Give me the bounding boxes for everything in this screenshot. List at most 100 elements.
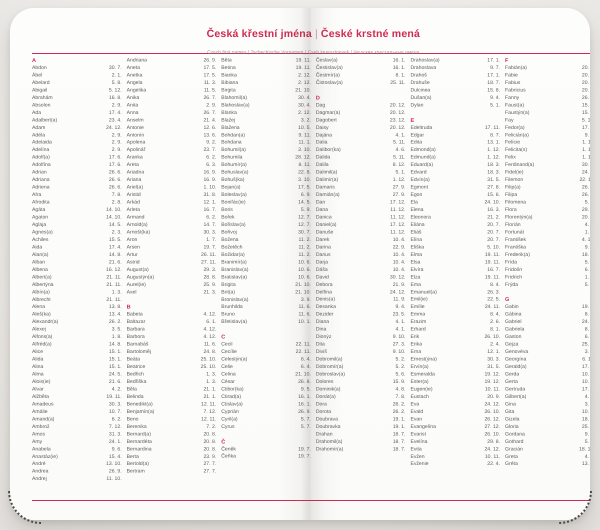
name-entry: Fridrich 1. 3. — [505, 274, 590, 281]
name-label: Aneta — [126, 64, 140, 71]
name-entry: Bedřiška 1. 3. — [127, 378, 217, 385]
name-label: Bertold(a) — [126, 461, 149, 467]
nameday-date: 14. 10. — [106, 207, 122, 213]
name-label: Gilbert(a) — [505, 393, 527, 400]
name-label: Bronislav(a) — [221, 296, 249, 303]
nameday-date: 9. 10. — [392, 334, 406, 340]
nameday-date: 3. 1. — [584, 349, 590, 355]
name-entry: Cyprián 26. 9. — [221, 408, 311, 415]
name-label: Amos — [32, 431, 46, 437]
name-label: Barnabáš — [126, 341, 149, 348]
nameday-date: 18. 12. — [579, 446, 590, 452]
nameday-date: 30. 3. — [108, 401, 122, 407]
nameday-date: 5. 11. — [393, 139, 406, 146]
name-label: Arnošt(ka) — [126, 229, 151, 235]
nameday-date: 22. 4. — [487, 461, 501, 467]
name-entry: Dionýz 9. 10. — [316, 334, 406, 341]
name-entry: César 26. 8. — [221, 378, 311, 385]
nameday-date: 15. 5. — [108, 236, 122, 243]
name-entry: Dagmar(a) 20. 12. — [316, 109, 406, 116]
nameday-date: 24. 11. — [484, 304, 501, 310]
name-label: Alan(a) — [32, 251, 49, 258]
name-entry: Faust(a) 15. 2. — [505, 102, 590, 109]
nameday-date: 17. 1. — [487, 72, 501, 78]
name-entry: Dalimír(a) 1. 12. — [316, 177, 406, 184]
name-entry: Čeňka 19. 7. — [221, 453, 311, 460]
name-entry: Dalida 5. 11. — [316, 154, 406, 161]
name-label: Gloria — [505, 423, 519, 430]
name-label: Alma — [32, 371, 44, 378]
name-label: Ariadna — [126, 169, 145, 176]
nameday-date: 21. 11. — [106, 281, 122, 288]
name-label: Erhard — [410, 326, 426, 333]
name-entry: Afra 7. 8. — [32, 192, 122, 199]
name-entry: Evangelína 27. 12. — [410, 423, 500, 430]
name-entry: Aneta 17. 5. — [127, 64, 217, 71]
name-label: Dalibor(ka) — [315, 147, 341, 153]
name-entry: Adam 24. 12. — [32, 124, 122, 131]
nameday-date: 20. 12. — [389, 124, 406, 131]
nameday-date: 26. 6. — [108, 184, 122, 191]
name-entry: Branislav(a) 10. 6. — [221, 266, 311, 273]
nameday-date: 16. 8. — [108, 94, 122, 101]
name-entry: Erazim 2. 6. — [410, 319, 500, 326]
name-label: Albín(a) — [32, 289, 50, 295]
nameday-date: 10. 7. — [108, 408, 122, 415]
name-entry: Bohuslav(a) 22. 8. — [221, 169, 311, 176]
name-entry: Čeněk 19. 7. — [221, 446, 311, 453]
nameday-date: 6. 11. — [582, 356, 590, 363]
name-label: Faustýn(a) — [505, 109, 530, 116]
name-label: Bohumila — [221, 154, 243, 161]
nameday-date: 4. 1. — [395, 132, 406, 138]
name-label: Areta — [126, 162, 139, 168]
name-entry: Felicita(s) 1. 11. — [505, 147, 590, 154]
name-entry: Abdon 30. 7. — [32, 64, 122, 71]
name-entry: Alfréd(a) 14. 8. — [32, 341, 122, 348]
nameday-date: 21. 11. — [106, 274, 122, 280]
name-entry: Bořek 12. 7. — [221, 214, 311, 221]
nameday-date: 25. 9. — [203, 281, 217, 288]
name-column: Běta 19. 11. Betina 19. 11. Bianka 2. 12. Bibi… — [221, 57, 311, 483]
name-entry: Fay 5. 10. — [505, 117, 590, 124]
name-label: Artur — [126, 251, 138, 258]
nameday-date: 13. 6. — [203, 132, 217, 138]
name-label: Dita — [315, 341, 325, 348]
nameday-date: 1. 3. — [584, 274, 590, 280]
nameday-date: 5. 7. — [300, 416, 311, 422]
name-label: Erika — [410, 341, 423, 348]
name-entry: Dylan 5. 1. — [410, 102, 500, 109]
name-entry: Dajána 4. 1. — [316, 132, 406, 139]
name-label: Abelard — [32, 79, 50, 86]
nameday-date: 1. 3. — [206, 371, 217, 378]
name-label: Elína — [410, 236, 423, 243]
name-label: Ctislav(a) — [221, 401, 243, 407]
name-label: Absolon — [32, 102, 51, 108]
name-label: Dobromír(a) — [315, 364, 344, 370]
nameday-date: 6. 2. — [206, 214, 217, 221]
nameday-date: 9. 5. — [300, 386, 311, 392]
name-label: Dalia — [315, 139, 328, 146]
nameday-date: 19. 11. — [295, 64, 311, 71]
name-entry: Běta 19. 11. — [221, 57, 311, 64]
nameday-date: 26. 12. — [484, 416, 501, 422]
name-label: Flora — [505, 207, 517, 213]
name-label: Dalida — [315, 154, 331, 161]
name-label: Evarist — [410, 431, 427, 437]
name-entry: Ester(a) 19. 12. — [410, 378, 500, 385]
name-entry: Darius 10. 4. — [316, 251, 406, 258]
name-label: Dobromil(a) — [315, 356, 343, 363]
nameday-date: 22. 8. — [298, 169, 311, 176]
nameday-date: 1. 3. — [206, 378, 217, 385]
nameday-date: 30. 4. — [298, 102, 311, 108]
name-entry: Dobromil(a) 5. 2. — [316, 356, 406, 363]
nameday-date: 15. 1. — [108, 364, 122, 370]
name-entry: Blažej 3. 2. — [221, 117, 311, 124]
name-entry: Bernardéta 20. 8. — [127, 438, 217, 445]
name-label: Darek — [315, 236, 330, 243]
nameday-date: 26. 10. — [484, 408, 501, 415]
name-label: Afrodita — [32, 199, 50, 206]
name-entry: Albín(a) 1. 3. — [32, 289, 122, 296]
name-label: Berenika — [126, 423, 147, 430]
nameday-date: 21. 1. — [203, 386, 217, 392]
nameday-date: 26. 6. — [108, 177, 122, 183]
